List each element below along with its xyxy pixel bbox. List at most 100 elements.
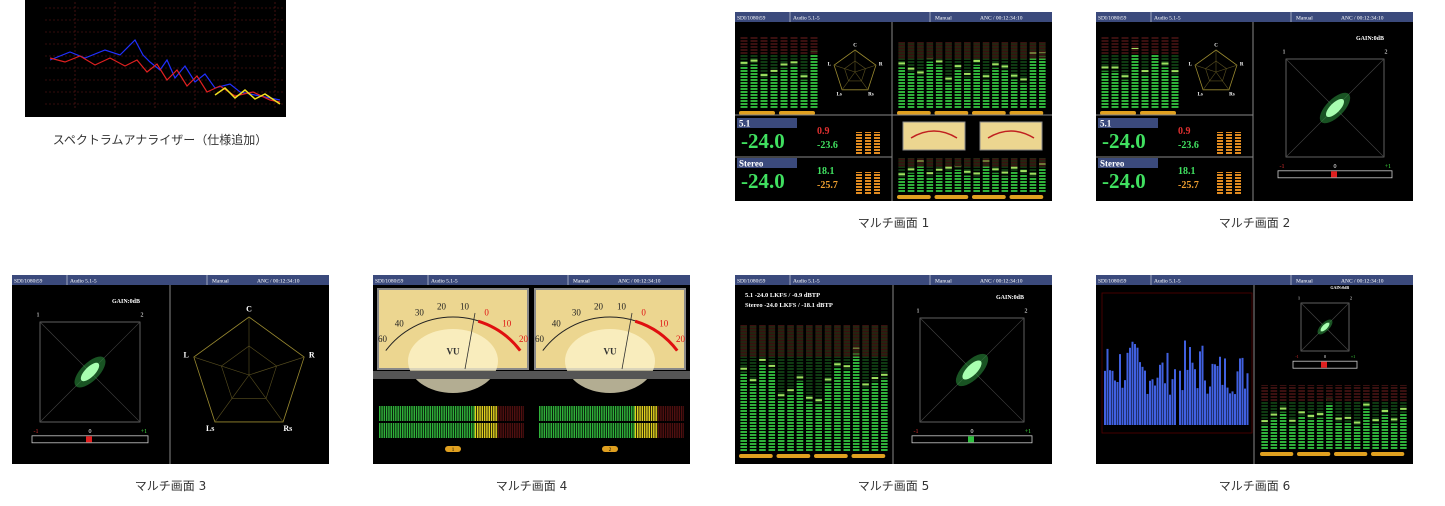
spectrum-bar: [1224, 358, 1226, 425]
meter-indicator: [851, 454, 886, 458]
label: Ls: [1197, 93, 1202, 98]
label: ANC / 00:12:34:10: [980, 16, 1023, 22]
label: -23.6: [817, 140, 838, 151]
label: -24.0: [741, 129, 785, 153]
spectrum-bar: [1171, 379, 1174, 425]
label: -25.7: [817, 180, 838, 191]
label: 20: [437, 302, 447, 312]
label: 0: [1324, 354, 1326, 359]
surround-inner: [1205, 60, 1227, 82]
label: 0.9: [1178, 126, 1191, 137]
spectrum-bar: [1241, 357, 1244, 425]
surround-spoke: [1202, 71, 1217, 90]
spectrum-bar: [1244, 388, 1246, 425]
label: Manual: [935, 279, 952, 285]
label: 0: [1334, 164, 1337, 170]
phase-marker: [86, 436, 92, 443]
spectrum-bar: [1136, 347, 1139, 425]
lissajous-frame: [919, 317, 1025, 423]
meter-indicator: [1100, 111, 1136, 115]
label: -24.0: [1102, 129, 1146, 153]
spectrum-bar: [1124, 380, 1126, 425]
label: SDI/1080i59: [737, 279, 766, 285]
spectrum-bar: [1181, 390, 1184, 425]
label: GAIN:0dB: [1330, 285, 1349, 290]
meter-screen: SDI/1080i59 Audio 5.1-5 Manual ANC / 00:12:…: [735, 275, 1052, 464]
label: 2: [1025, 309, 1028, 315]
label: -24.0: [741, 169, 785, 193]
meter-indicator: [1260, 452, 1294, 456]
mini-vu: [902, 121, 966, 151]
spectrum-bar: [1239, 358, 1241, 425]
label: 20: [519, 334, 529, 344]
label: 5.1: [739, 119, 751, 129]
label: 2: [1350, 295, 1352, 300]
meter-screen: SDI/1080i59 Audio 5.1-5 Manual ANC / 00:12:…: [12, 275, 329, 464]
loudness-name-bg: [737, 158, 797, 168]
label: L: [828, 62, 832, 67]
caption: マルチ画面 3: [134, 479, 207, 493]
label: 2: [141, 313, 144, 319]
spectrum-bar: [1236, 371, 1239, 425]
lissajous-core: [80, 362, 100, 382]
spectrum-bar: [1184, 340, 1186, 425]
spectrum-bar: [1109, 370, 1111, 425]
meter-indicator: [739, 454, 773, 458]
spectrum-bar: [1146, 393, 1149, 425]
mini-vu: [979, 121, 1043, 151]
spectrum-bar: [1199, 351, 1201, 425]
meter-indicator: [934, 195, 969, 199]
spectrum-bar: [1191, 362, 1194, 425]
header-bar: [735, 275, 1052, 285]
label: 10: [502, 318, 512, 328]
spectrum-bar: [1174, 369, 1176, 425]
label: C: [1214, 44, 1218, 49]
lissajous-frame: [1285, 58, 1385, 158]
phase-bar: [31, 435, 149, 444]
label: -1: [34, 429, 39, 435]
meter-indicator: [972, 111, 1006, 115]
label: Stereo: [1100, 159, 1125, 169]
label: Manual: [1296, 279, 1313, 285]
surround-spoke: [854, 64, 877, 73]
meter-screen: SDI/1080i59 Audio 5.1-5 Manual ANC / 00:12:…: [1096, 12, 1413, 201]
label: C: [853, 44, 857, 49]
lissajous-frame: [39, 321, 141, 423]
mini-vu-arc: [987, 130, 1035, 139]
spectrum-bar: [1216, 365, 1219, 425]
label: 0: [484, 307, 489, 317]
meter-indicator: [934, 111, 969, 115]
surround-spoke: [1215, 64, 1238, 73]
label: 0: [971, 429, 974, 435]
label: C: [246, 305, 252, 314]
spectrum-bar: [1116, 381, 1119, 425]
label: Ls: [206, 424, 214, 433]
spectrum-bar: [1131, 341, 1134, 425]
label: 1: [1298, 295, 1300, 300]
spectrum-bar: [1149, 380, 1151, 425]
spectrum-bar: [1211, 363, 1214, 425]
label: SDI/1080i59: [375, 279, 404, 285]
phase-bar: [911, 435, 1033, 444]
label: Audio 5.1-5: [793, 279, 820, 285]
spectrum-bar: [1214, 364, 1216, 425]
vu-glow: [565, 329, 655, 393]
label: SDI/1080i59: [1098, 16, 1127, 22]
label: 60: [535, 334, 545, 344]
label: 10: [617, 302, 627, 312]
label: 30: [572, 307, 582, 317]
caption: マルチ画面 1: [857, 216, 930, 230]
phase-marker: [1321, 361, 1327, 368]
spectrum-bg: [25, 0, 286, 117]
label: L: [184, 350, 189, 359]
surround-outline: [833, 49, 877, 91]
label: 18.1: [817, 166, 835, 177]
label: 1: [37, 313, 40, 319]
vu-base: [373, 371, 690, 379]
label: VU: [604, 347, 617, 357]
label: SDI/1080i59: [737, 16, 766, 22]
surround-spoke: [833, 64, 856, 73]
label: ANC / 00:12:34:10: [1341, 279, 1384, 285]
loudness-name-bg: [1098, 158, 1158, 168]
meter-screen: SDI/1080i59 Audio 5.1-5 Manual ANC / 00:12:…: [735, 12, 1052, 201]
